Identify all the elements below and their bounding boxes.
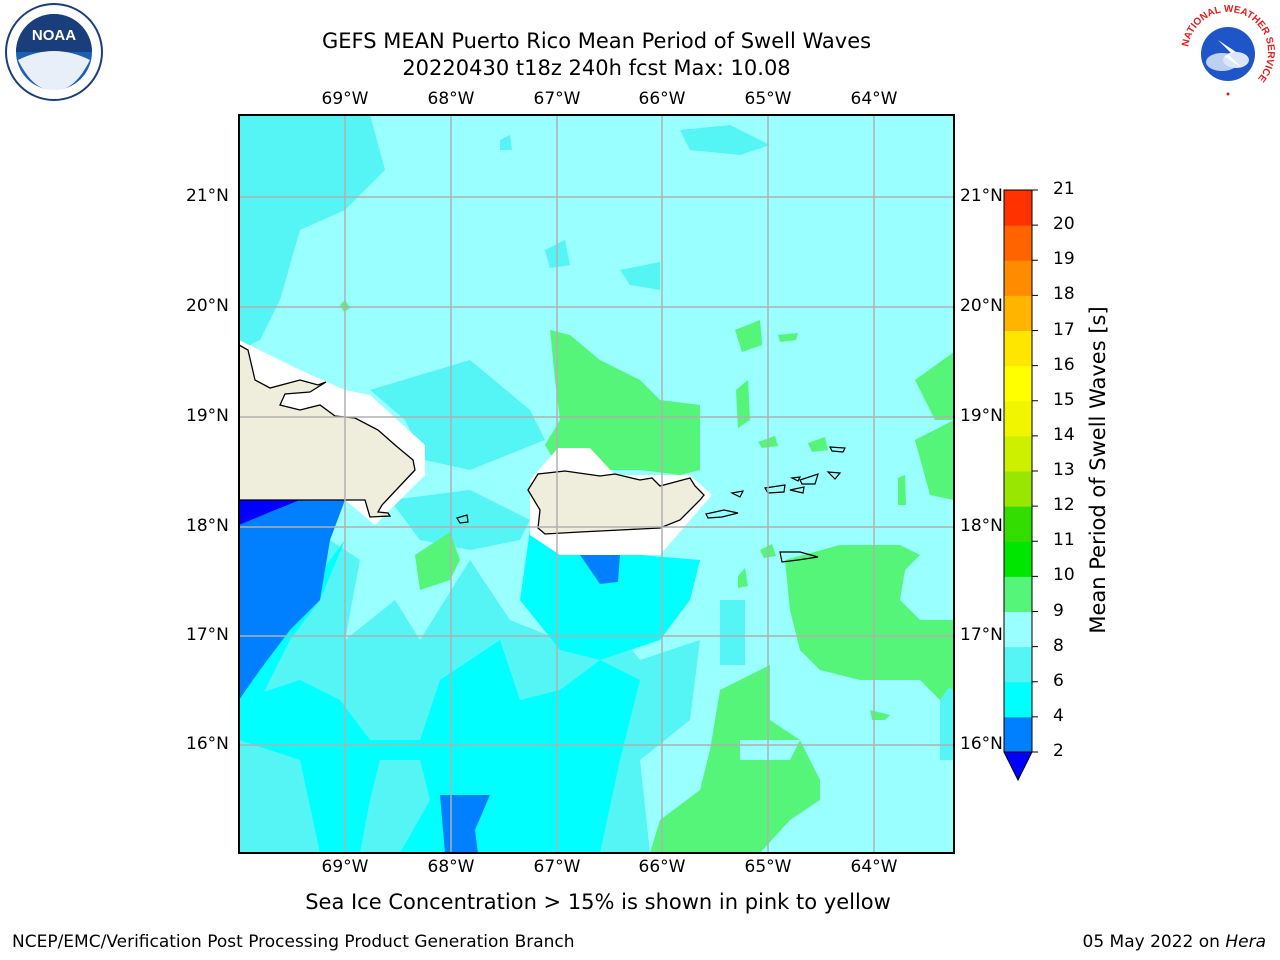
- colorbar-segment: [1004, 190, 1032, 226]
- colorbar-segment: [1004, 681, 1032, 718]
- footer-machine: Hera: [1225, 932, 1266, 952]
- colorbar-tick-label: 16: [1053, 354, 1075, 375]
- colorbar-segment: [1004, 400, 1032, 437]
- colorbar-tick-label: 17: [1053, 319, 1075, 340]
- nws-logo: NATIONAL WEATHER SERVICE: [1178, 2, 1278, 106]
- colorbar-tick-label: 13: [1053, 460, 1075, 480]
- colorbar-segment: [1004, 506, 1032, 542]
- lon-label-top: 69°W: [321, 89, 369, 109]
- lon-label-top: 64°W: [850, 89, 898, 109]
- lon-label-bottom: 68°W: [427, 857, 475, 877]
- colorbar-tick-label: 21: [1053, 179, 1075, 199]
- lon-label-top: 66°W: [638, 89, 686, 109]
- lat-label-left: 20°N: [186, 296, 229, 316]
- footer-date: 05 May 2022 on Hera: [1083, 932, 1267, 952]
- lat-label-right: 19°N: [960, 406, 1003, 426]
- lat-label-left: 19°N: [186, 406, 229, 426]
- map-subtitle: 20220430 t18z 240h fcst Max: 10.08: [402, 56, 791, 80]
- colorbar-extend-arrow: [1003, 751, 1033, 782]
- colorbar-segment: [1004, 611, 1032, 648]
- contour-2-4: [239, 500, 620, 853]
- colorbar-segment: [1004, 225, 1032, 261]
- lat-label-right: 20°N: [960, 296, 1003, 316]
- contour-9-10: [340, 300, 954, 853]
- small-islands: [456, 446, 846, 563]
- noaa-logo: NOAA: [4, 2, 104, 106]
- lat-label-right: 17°N: [960, 625, 1003, 645]
- colorbar-segment: [1004, 576, 1032, 612]
- colorbar-segment: [1004, 365, 1032, 402]
- colorbar-tick-label: 2: [1053, 741, 1064, 761]
- colorbar-segment: [1004, 330, 1032, 367]
- colorbar-segment: [1004, 716, 1032, 753]
- colorbar-segment: [1004, 541, 1032, 577]
- colorbar-tick-label: 6: [1053, 670, 1064, 691]
- colorbar-tick-label: 18: [1053, 284, 1075, 305]
- colorbar-segment: [1004, 435, 1032, 472]
- lat-label-left: 17°N: [186, 625, 229, 645]
- contour-below-2: [239, 500, 300, 525]
- map-frame: [238, 114, 955, 854]
- colorbar-title: Mean Period of Swell Waves [s]: [1086, 306, 1110, 634]
- lon-label-bottom: 65°W: [744, 857, 792, 877]
- footer-date-text: 05 May 2022 on: [1082, 932, 1226, 952]
- colorbar-segment: [1004, 471, 1032, 507]
- lat-label-right: 16°N: [960, 734, 1003, 754]
- lon-label-top: 67°W: [533, 89, 581, 109]
- graticule: [239, 115, 954, 853]
- footer-credit: NCEP/EMC/Verification Post Processing Pr…: [12, 932, 575, 952]
- lat-label-left: 21°N: [186, 186, 229, 206]
- colorbar-segment: [1004, 260, 1032, 296]
- noaa-logo-text: NOAA: [32, 27, 76, 44]
- map-title: GEFS MEAN Puerto Rico Mean Period of Swe…: [321, 29, 872, 53]
- lon-label-top: 65°W: [744, 89, 792, 109]
- lat-label-left: 16°N: [186, 734, 229, 754]
- colorbar-tick-label: 8: [1053, 635, 1064, 656]
- lon-label-bottom: 66°W: [638, 857, 686, 877]
- lon-label-bottom: 69°W: [321, 857, 369, 877]
- colorbar-tick-label: 20: [1053, 214, 1075, 235]
- lat-label-left: 18°N: [186, 516, 229, 536]
- colorbar-tick-label: 11: [1053, 530, 1075, 551]
- sea-ice-note: Sea Ice Concentration > 15% is shown in …: [305, 890, 891, 914]
- colorbar-tick-label: 14: [1053, 424, 1075, 445]
- colorbar-tick-label: 4: [1053, 705, 1064, 726]
- colorbar-tick-label: 9: [1053, 600, 1064, 621]
- lat-label-right: 21°N: [960, 186, 1003, 206]
- colorbar-tick-label: 19: [1053, 249, 1075, 270]
- lon-label-bottom: 67°W: [533, 857, 581, 877]
- colorbar-tick-label: 15: [1053, 389, 1075, 410]
- hispaniola-landmass: [239, 344, 416, 518]
- lon-label-top: 68°W: [427, 89, 475, 109]
- colorbar-segment: [1004, 295, 1032, 331]
- lat-label-right: 18°N: [960, 516, 1003, 536]
- colorbar-tick-label: 12: [1053, 495, 1075, 516]
- colorbar-tick-label: 10: [1053, 565, 1075, 586]
- colorbar-segment: [1004, 646, 1032, 683]
- colorbar: [1003, 189, 1038, 782]
- lon-label-bottom: 64°W: [850, 857, 898, 877]
